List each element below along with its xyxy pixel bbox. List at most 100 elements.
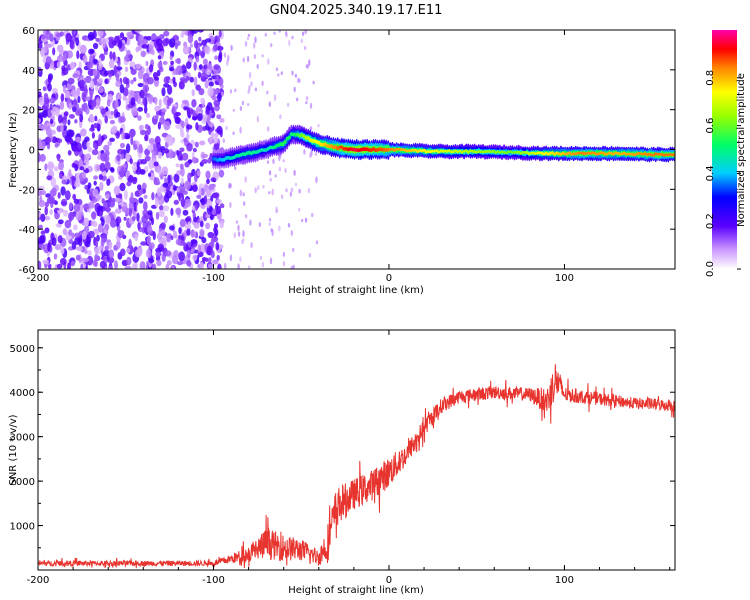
noise-speckle: [159, 34, 165, 40]
faint-speckle: [309, 126, 313, 131]
faint-speckle: [278, 166, 282, 172]
noise-speckle: [108, 265, 113, 269]
noise-speckle: [102, 175, 107, 181]
faint-speckle: [247, 265, 251, 269]
noise-speckle: [208, 183, 215, 191]
noise-speckle: [198, 36, 202, 42]
noise-speckle: [72, 73, 79, 79]
noise-speckle: [161, 108, 167, 113]
colorbar: 0.0 0.2 0.4 0.6 0.8 Normalized spectral ampl…: [705, 30, 747, 277]
noise-speckle: [73, 180, 81, 188]
noise-speckle: [133, 201, 137, 212]
noise-speckle: [94, 115, 98, 122]
faint-speckle: [280, 194, 284, 200]
noise-speckle: [178, 80, 185, 90]
faint-speckle: [224, 262, 227, 269]
noise-speckle: [148, 242, 155, 250]
faint-speckle: [285, 188, 288, 193]
noise-speckle: [113, 185, 121, 196]
noise-speckle: [195, 55, 200, 63]
noise-speckle: [216, 199, 222, 204]
y-tick-label: 40: [22, 66, 35, 77]
noise-speckle: [213, 136, 219, 144]
noise-speckle: [146, 77, 154, 85]
noise-speckle: [103, 144, 110, 152]
faint-speckle: [273, 31, 276, 35]
noise-speckle: [142, 210, 147, 215]
noise-speckle: [164, 177, 168, 185]
noise-speckle: [87, 31, 95, 41]
noise-speckle: [110, 111, 114, 115]
noise-speckle: [147, 210, 153, 216]
noise-speckle: [119, 182, 126, 192]
snr-series-line: [38, 364, 675, 569]
faint-speckle: [278, 30, 281, 33]
noise-speckle: [179, 163, 184, 170]
noise-speckle: [104, 245, 109, 252]
noise-speckle: [110, 167, 115, 173]
noise-speckle: [180, 197, 186, 208]
faint-speckle: [290, 187, 294, 193]
noise-speckle: [87, 182, 92, 190]
noise-speckle: [117, 40, 123, 49]
y-tick-label: -40: [19, 225, 35, 236]
noise-speckle: [38, 243, 45, 250]
noise-speckle: [144, 104, 148, 114]
noise-speckle: [156, 187, 162, 197]
noise-speckle: [139, 129, 147, 136]
faint-speckle: [223, 52, 227, 58]
noise-speckle: [38, 260, 42, 269]
noise-speckle: [138, 143, 143, 154]
noise-speckle: [81, 104, 86, 111]
noise-speckle: [207, 157, 212, 164]
noise-speckle: [201, 39, 208, 46]
noise-speckle: [66, 82, 72, 90]
noise-speckle: [160, 222, 167, 230]
noise-speckle: [45, 56, 52, 65]
noise-speckle: [68, 202, 73, 210]
noise-speckle: [135, 63, 142, 70]
noise-speckle: [107, 241, 113, 250]
faint-speckle: [315, 240, 319, 245]
noise-speckle: [93, 58, 98, 65]
noise-speckle: [141, 182, 147, 191]
faint-speckle: [279, 114, 282, 120]
noise-speckle: [166, 237, 171, 243]
noise-speckle: [40, 230, 46, 235]
faint-speckle: [247, 103, 250, 106]
noise-speckle: [91, 211, 97, 220]
noise-speckle: [126, 31, 134, 37]
noise-speckle: [123, 189, 128, 200]
noise-speckle: [148, 44, 154, 55]
noise-speckle: [210, 131, 215, 140]
noise-speckle: [116, 239, 121, 250]
faint-speckle: [268, 191, 271, 195]
x-tick-label: -100: [202, 273, 225, 284]
noise-speckle: [171, 106, 176, 115]
noise-speckle: [154, 96, 158, 106]
noise-speckle: [69, 39, 74, 49]
noise-speckle: [90, 220, 94, 226]
noise-speckle: [103, 51, 108, 56]
noise-speckle: [47, 242, 51, 252]
noise-speckle: [95, 84, 99, 92]
noise-speckle: [151, 192, 155, 201]
noise-speckle: [169, 38, 176, 48]
noise-speckle: [140, 241, 148, 246]
noise-speckle: [146, 35, 152, 41]
noise-speckle: [82, 257, 90, 263]
noise-speckle: [89, 80, 95, 90]
noise-speckle: [156, 142, 161, 151]
faint-speckle: [248, 85, 251, 91]
noise-speckle: [73, 224, 78, 231]
noise-speckle: [88, 201, 95, 209]
faint-speckle: [229, 183, 232, 189]
faint-speckle: [294, 182, 298, 187]
noise-speckle: [161, 253, 166, 262]
noise-speckle: [45, 30, 52, 40]
noise-speckle: [186, 107, 191, 117]
faint-speckle: [254, 36, 257, 44]
noise-speckle: [155, 198, 159, 208]
noise-speckle: [148, 138, 155, 145]
noise-speckle: [87, 61, 94, 69]
